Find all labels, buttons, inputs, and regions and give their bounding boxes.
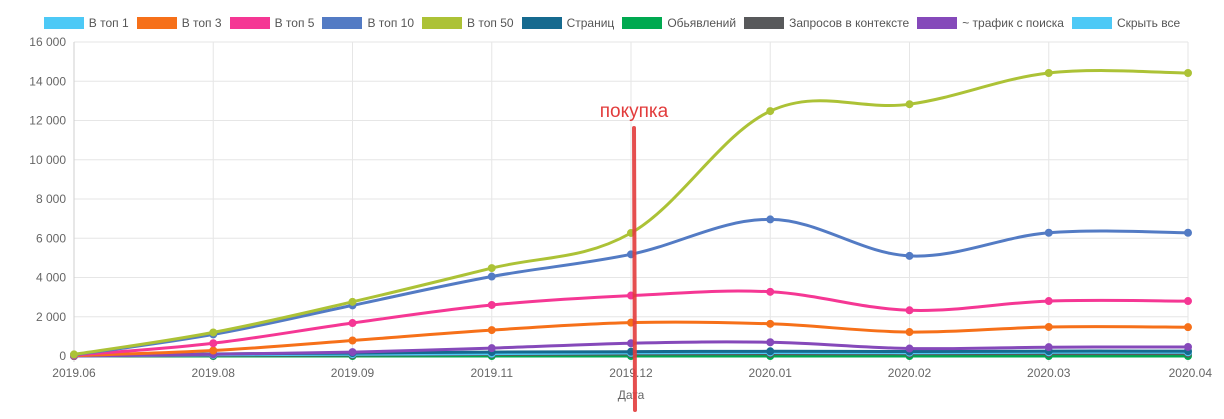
series-line xyxy=(73,217,1189,357)
y-tick-label: 2 000 xyxy=(36,310,66,324)
data-point[interactable] xyxy=(487,264,496,273)
data-point[interactable] xyxy=(766,338,775,347)
data-point[interactable] xyxy=(348,297,357,306)
legend-swatch xyxy=(136,17,177,29)
data-point[interactable] xyxy=(348,319,357,328)
y-tick-label: 0 xyxy=(59,349,66,363)
data-point[interactable] xyxy=(348,336,357,345)
data-point[interactable] xyxy=(905,306,914,315)
data-point[interactable] xyxy=(905,100,914,109)
legend-label: Скрыть все xyxy=(1116,16,1181,30)
data-point[interactable] xyxy=(1044,343,1053,352)
legend-swatch xyxy=(322,17,363,29)
data-point[interactable] xyxy=(70,350,78,359)
legend-item-2[interactable]: В топ 3 xyxy=(136,16,222,30)
grid-lines xyxy=(73,41,1189,362)
data-point[interactable] xyxy=(766,347,775,356)
data-point[interactable] xyxy=(209,328,218,337)
legend-label: Страниц xyxy=(566,16,615,30)
legend-swatch xyxy=(521,17,562,29)
x-tick-label: 2019.11 xyxy=(471,366,514,380)
y-tick-label: 4 000 xyxy=(36,271,66,285)
purchase-marker-line xyxy=(632,126,637,412)
data-point[interactable] xyxy=(766,215,775,224)
legend-item-5[interactable]: В топ 50 xyxy=(422,16,514,30)
data-point[interactable] xyxy=(1184,69,1192,78)
data-point[interactable] xyxy=(1044,322,1053,331)
purchase-marker-label: покупка xyxy=(600,101,669,122)
legend-swatch xyxy=(43,17,84,29)
series-layer xyxy=(70,69,1192,360)
data-point[interactable] xyxy=(766,107,775,116)
legend-label: Запросов в контексте xyxy=(789,16,910,30)
data-point[interactable] xyxy=(487,344,496,353)
x-tick-label: 2020.02 xyxy=(888,366,932,380)
legend-label: В топ 5 xyxy=(274,16,315,30)
x-tick-label: 2020.04 xyxy=(1169,366,1213,380)
legend-swatch xyxy=(422,17,463,29)
y-tick-label: 8 000 xyxy=(36,192,66,206)
y-tick-label: 14 000 xyxy=(29,74,66,88)
y-tick-label: 12 000 xyxy=(29,114,66,128)
legend-swatch xyxy=(1071,17,1112,29)
data-point[interactable] xyxy=(1044,297,1053,306)
legend-label: ~ трафик с поиска xyxy=(962,16,1064,30)
axes: 0 2 000 4 000 6 000 8 000 10 000 12 000 14 000 1… xyxy=(29,35,1212,402)
y-tick-label: 16 000 xyxy=(29,35,66,49)
x-axis-title: Дата xyxy=(618,388,645,402)
y-tick-label: 10 000 xyxy=(29,153,66,167)
legend-item-3[interactable]: В топ 5 xyxy=(229,16,315,30)
x-tick-label: 2019.08 xyxy=(192,366,236,380)
x-tick-label: 2020.01 xyxy=(749,366,793,380)
legend-label: В топ 50 xyxy=(467,16,514,30)
legend-label: В топ 3 xyxy=(181,16,222,30)
data-point[interactable] xyxy=(1184,342,1192,351)
data-point[interactable] xyxy=(1184,297,1192,306)
data-point[interactable] xyxy=(1184,323,1192,332)
data-point[interactable] xyxy=(766,319,775,328)
data-point[interactable] xyxy=(487,300,496,309)
data-point[interactable] xyxy=(905,251,914,260)
legend-swatch xyxy=(744,17,785,29)
data-point[interactable] xyxy=(348,348,357,357)
chart-legend: В топ 1 В топ 3 В топ 5 В топ 10 В топ 50 Стр… xyxy=(0,0,1224,40)
data-point[interactable] xyxy=(905,328,914,337)
x-tick-label: 2020.03 xyxy=(1027,366,1071,380)
data-point[interactable] xyxy=(1044,69,1053,78)
data-point[interactable] xyxy=(905,344,914,353)
legend-item-9[interactable]: ~ трафик с поиска xyxy=(917,16,1064,30)
legend-swatch xyxy=(622,17,663,29)
legend-item-7[interactable]: Обьявлений xyxy=(622,16,736,30)
y-tick-label: 6 000 xyxy=(36,231,66,245)
x-tick-label: 2019.09 xyxy=(331,366,375,380)
annotation-layer: покупка xyxy=(600,101,669,412)
data-point[interactable] xyxy=(209,346,218,355)
legend-item-4[interactable]: В топ 10 xyxy=(322,16,414,30)
data-point[interactable] xyxy=(1044,228,1053,237)
legend-swatch xyxy=(229,17,270,29)
legend-item-8[interactable]: Запросов в контексте xyxy=(744,16,909,30)
legend-swatch xyxy=(917,17,958,29)
data-point[interactable] xyxy=(487,272,496,281)
legend-label: В топ 10 xyxy=(367,16,415,30)
legend-item-1[interactable]: В топ 1 xyxy=(43,16,129,30)
legend-item-6[interactable]: Страниц xyxy=(521,16,615,30)
legend-toggle-hide-all[interactable]: Скрыть все xyxy=(1071,16,1181,30)
data-point[interactable] xyxy=(209,339,218,348)
data-point[interactable] xyxy=(1184,228,1192,237)
x-tick-label: 2019.12 xyxy=(609,366,653,380)
legend-label: Обьявлений xyxy=(667,16,737,30)
data-point[interactable] xyxy=(766,287,775,296)
data-point[interactable] xyxy=(487,326,496,335)
x-tick-label: 2019.06 xyxy=(52,366,96,380)
legend-label: В топ 1 xyxy=(88,16,129,30)
